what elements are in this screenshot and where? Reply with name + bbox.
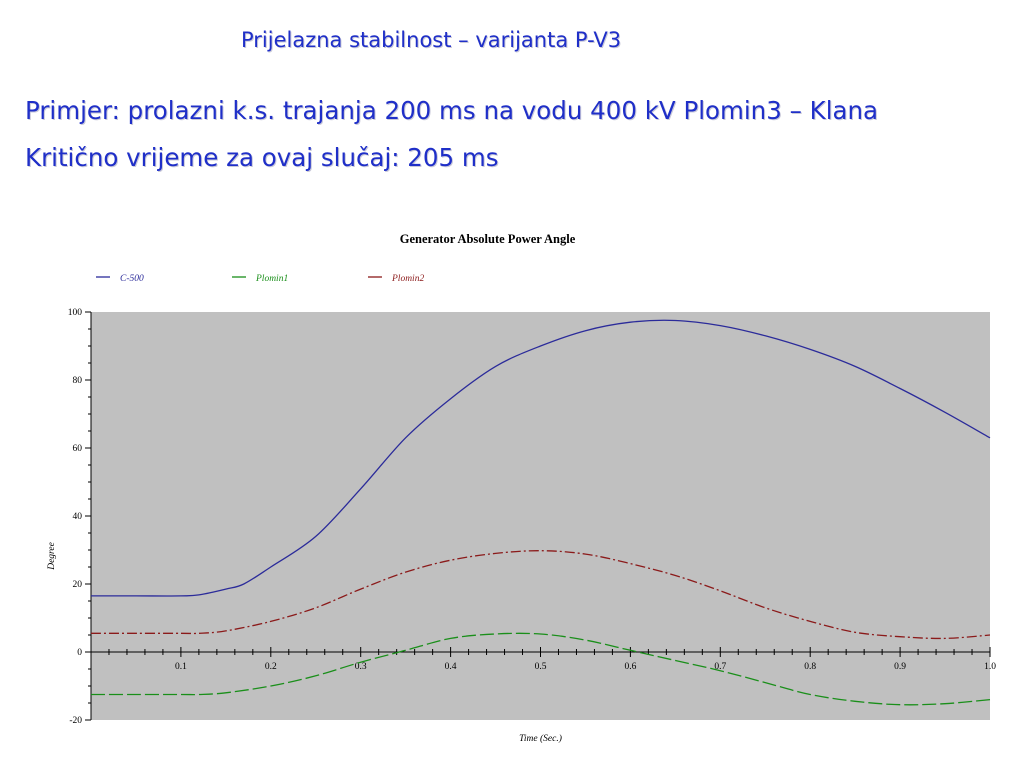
chart-title: Generator Absolute Power Angle [400,232,576,246]
legend-label-plomin1: Plomin1 [255,274,288,284]
y-axis-label: Degree [47,542,57,571]
y-tick-label: 20 [73,580,83,590]
y-tick-label: 0 [77,648,82,658]
x-axis-label: Time (Sec.) [519,733,562,744]
y-tick-label: 100 [68,308,83,318]
x-tick-label: 0.4 [445,662,457,672]
y-tick-label: 40 [73,512,83,522]
x-tick-label: 0.1 [175,662,187,672]
series-line-plomin2 [91,550,991,640]
y-tick-label: -20 [69,716,82,726]
legend-label-plomin2: Plomin2 [391,274,424,284]
x-tick-label: 0.3 [355,662,367,672]
x-tick-label: 0.7 [714,662,726,672]
slide-title: Prijelazna stabilnost – varijanta P-V3 [241,28,622,52]
x-tick-label: 0.6 [624,662,636,672]
series-line-plomin1 [90,632,991,706]
plot-background [91,312,990,720]
x-tick-label: 0.8 [804,662,816,672]
series-line-c-500 [91,319,991,597]
x-tick-label: 0.2 [265,662,277,672]
x-tick-label: 0.5 [535,662,547,672]
legend-label-c-500: C-500 [120,274,144,284]
y-tick-label: 80 [73,376,83,386]
critical-time-text: Kritično vrijeme za ovaj slučaj: 205 ms [25,143,499,172]
example-description: Primjer: prolazni k.s. trajanja 200 ms n… [25,96,879,125]
y-tick-label: 60 [73,444,83,454]
x-tick-label: 1.0 [984,662,996,672]
x-tick-label: 0.9 [894,662,906,672]
